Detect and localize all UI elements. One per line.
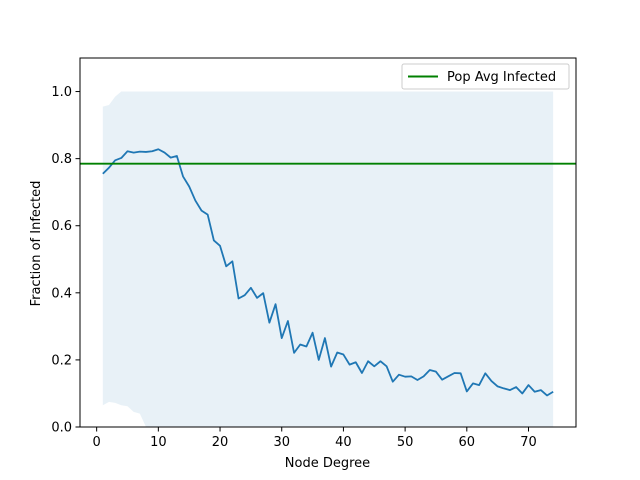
x-tick-label: 20 xyxy=(212,435,229,450)
x-tick-label: 50 xyxy=(397,435,414,450)
legend-box xyxy=(401,63,570,90)
plot-area xyxy=(80,91,576,427)
x-tick-label: 30 xyxy=(273,435,290,450)
x-tick-label: 40 xyxy=(335,435,352,450)
x-axis-label: Node Degree xyxy=(285,456,370,471)
y-tick-label: 0.8 xyxy=(51,152,72,167)
x-tick-label: 60 xyxy=(459,435,476,450)
legend: Pop Avg Infected xyxy=(401,63,570,90)
x-tick-label: 10 xyxy=(150,435,167,450)
y-axis-label: Fraction of Infected xyxy=(29,181,44,307)
confidence-band xyxy=(102,91,554,427)
y-tick-label: 0.2 xyxy=(51,353,72,368)
x-tick-label: 70 xyxy=(520,435,537,450)
y-tick-label: 0.6 xyxy=(51,219,72,234)
y-tick-label: 0.0 xyxy=(51,421,72,436)
series-line-infected-fraction xyxy=(102,148,554,397)
y-tick-label: 1.0 xyxy=(51,85,72,100)
axes: 0 10 20 30 40 50 60 70 0.0 0.2 0.4 0.6 0.8 1.0 xyxy=(51,57,577,450)
plot-content xyxy=(80,91,576,427)
legend-label-pop-avg-infected: Pop Avg Infected xyxy=(447,70,556,85)
axes-frame xyxy=(79,57,577,428)
y-tick-label: 0.4 xyxy=(51,286,72,301)
x-tick-label: 0 xyxy=(93,435,101,450)
